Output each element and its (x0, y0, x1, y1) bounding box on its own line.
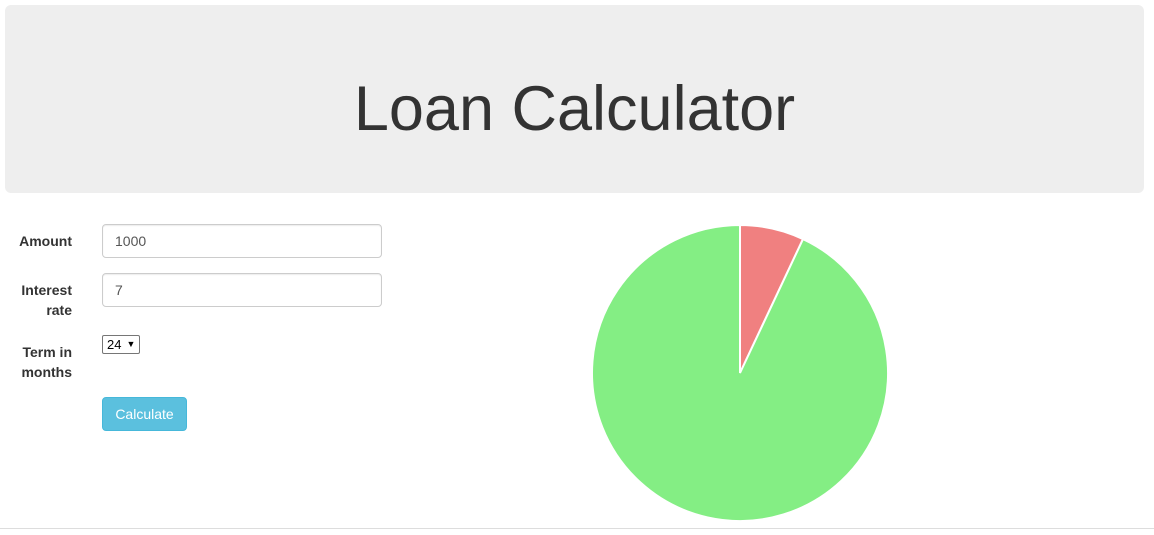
pie-chart-svg (591, 223, 889, 522)
term-select[interactable]: 24 ▼ (102, 335, 141, 354)
bottom-divider (0, 528, 1154, 529)
term-label-line1: Term in (22, 344, 72, 360)
term-label-line2: months (21, 364, 72, 380)
loan-pie-chart (580, 215, 900, 530)
interest-rate-label-line2: rate (46, 302, 72, 318)
calculate-button[interactable]: Calculate (102, 397, 187, 431)
caret-down-icon: ▼ (126, 339, 136, 349)
interest-rate-label-line1: Interest (21, 282, 72, 298)
amount-label: Amount (19, 233, 72, 249)
term-select-value: 24 (107, 337, 122, 352)
term-label: Term in months (0, 342, 72, 382)
amount-input[interactable] (102, 224, 382, 258)
page-title: Loan Calculator (353, 74, 796, 144)
interest-rate-input[interactable] (102, 273, 382, 307)
header-banner: Loan Calculator (5, 5, 1144, 193)
interest-rate-label: Interest rate (0, 280, 72, 320)
pie-slice-1 (591, 223, 889, 522)
